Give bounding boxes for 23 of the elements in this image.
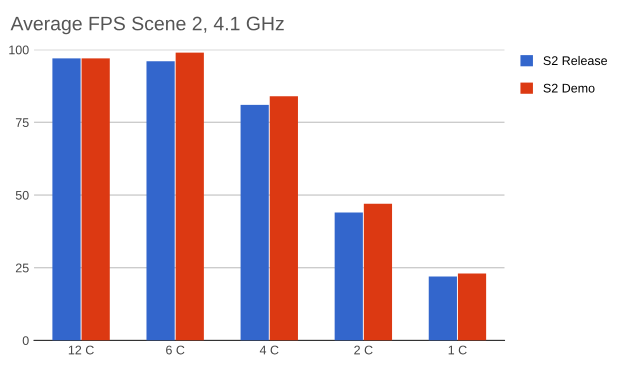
bar xyxy=(146,61,175,340)
y-tick-label: 0 xyxy=(22,336,29,346)
bar xyxy=(52,58,81,340)
bar xyxy=(82,58,110,340)
x-tick-label: 4 C xyxy=(260,346,279,354)
bar xyxy=(176,52,204,340)
legend-label: S2 Release xyxy=(544,56,608,66)
bar xyxy=(458,274,486,340)
bar xyxy=(270,96,298,340)
chart-title: Average FPS Scene 2, 4.1 GHz xyxy=(10,16,284,34)
bar xyxy=(334,212,363,340)
bar xyxy=(428,276,457,340)
x-tick-label: 1 C xyxy=(448,346,467,354)
legend-label: S2 Demo xyxy=(544,84,595,93)
y-tick-label: 75 xyxy=(16,118,29,128)
x-tick-label: 6 C xyxy=(166,346,184,354)
y-tick-label: 25 xyxy=(16,264,29,272)
y-tick-label: 50 xyxy=(16,190,29,200)
x-tick-label: 12 C xyxy=(68,346,94,354)
y-tick-label: 100 xyxy=(9,45,29,54)
x-tick-label: 2 C xyxy=(354,346,373,354)
bar xyxy=(364,204,392,340)
bar xyxy=(240,104,269,340)
